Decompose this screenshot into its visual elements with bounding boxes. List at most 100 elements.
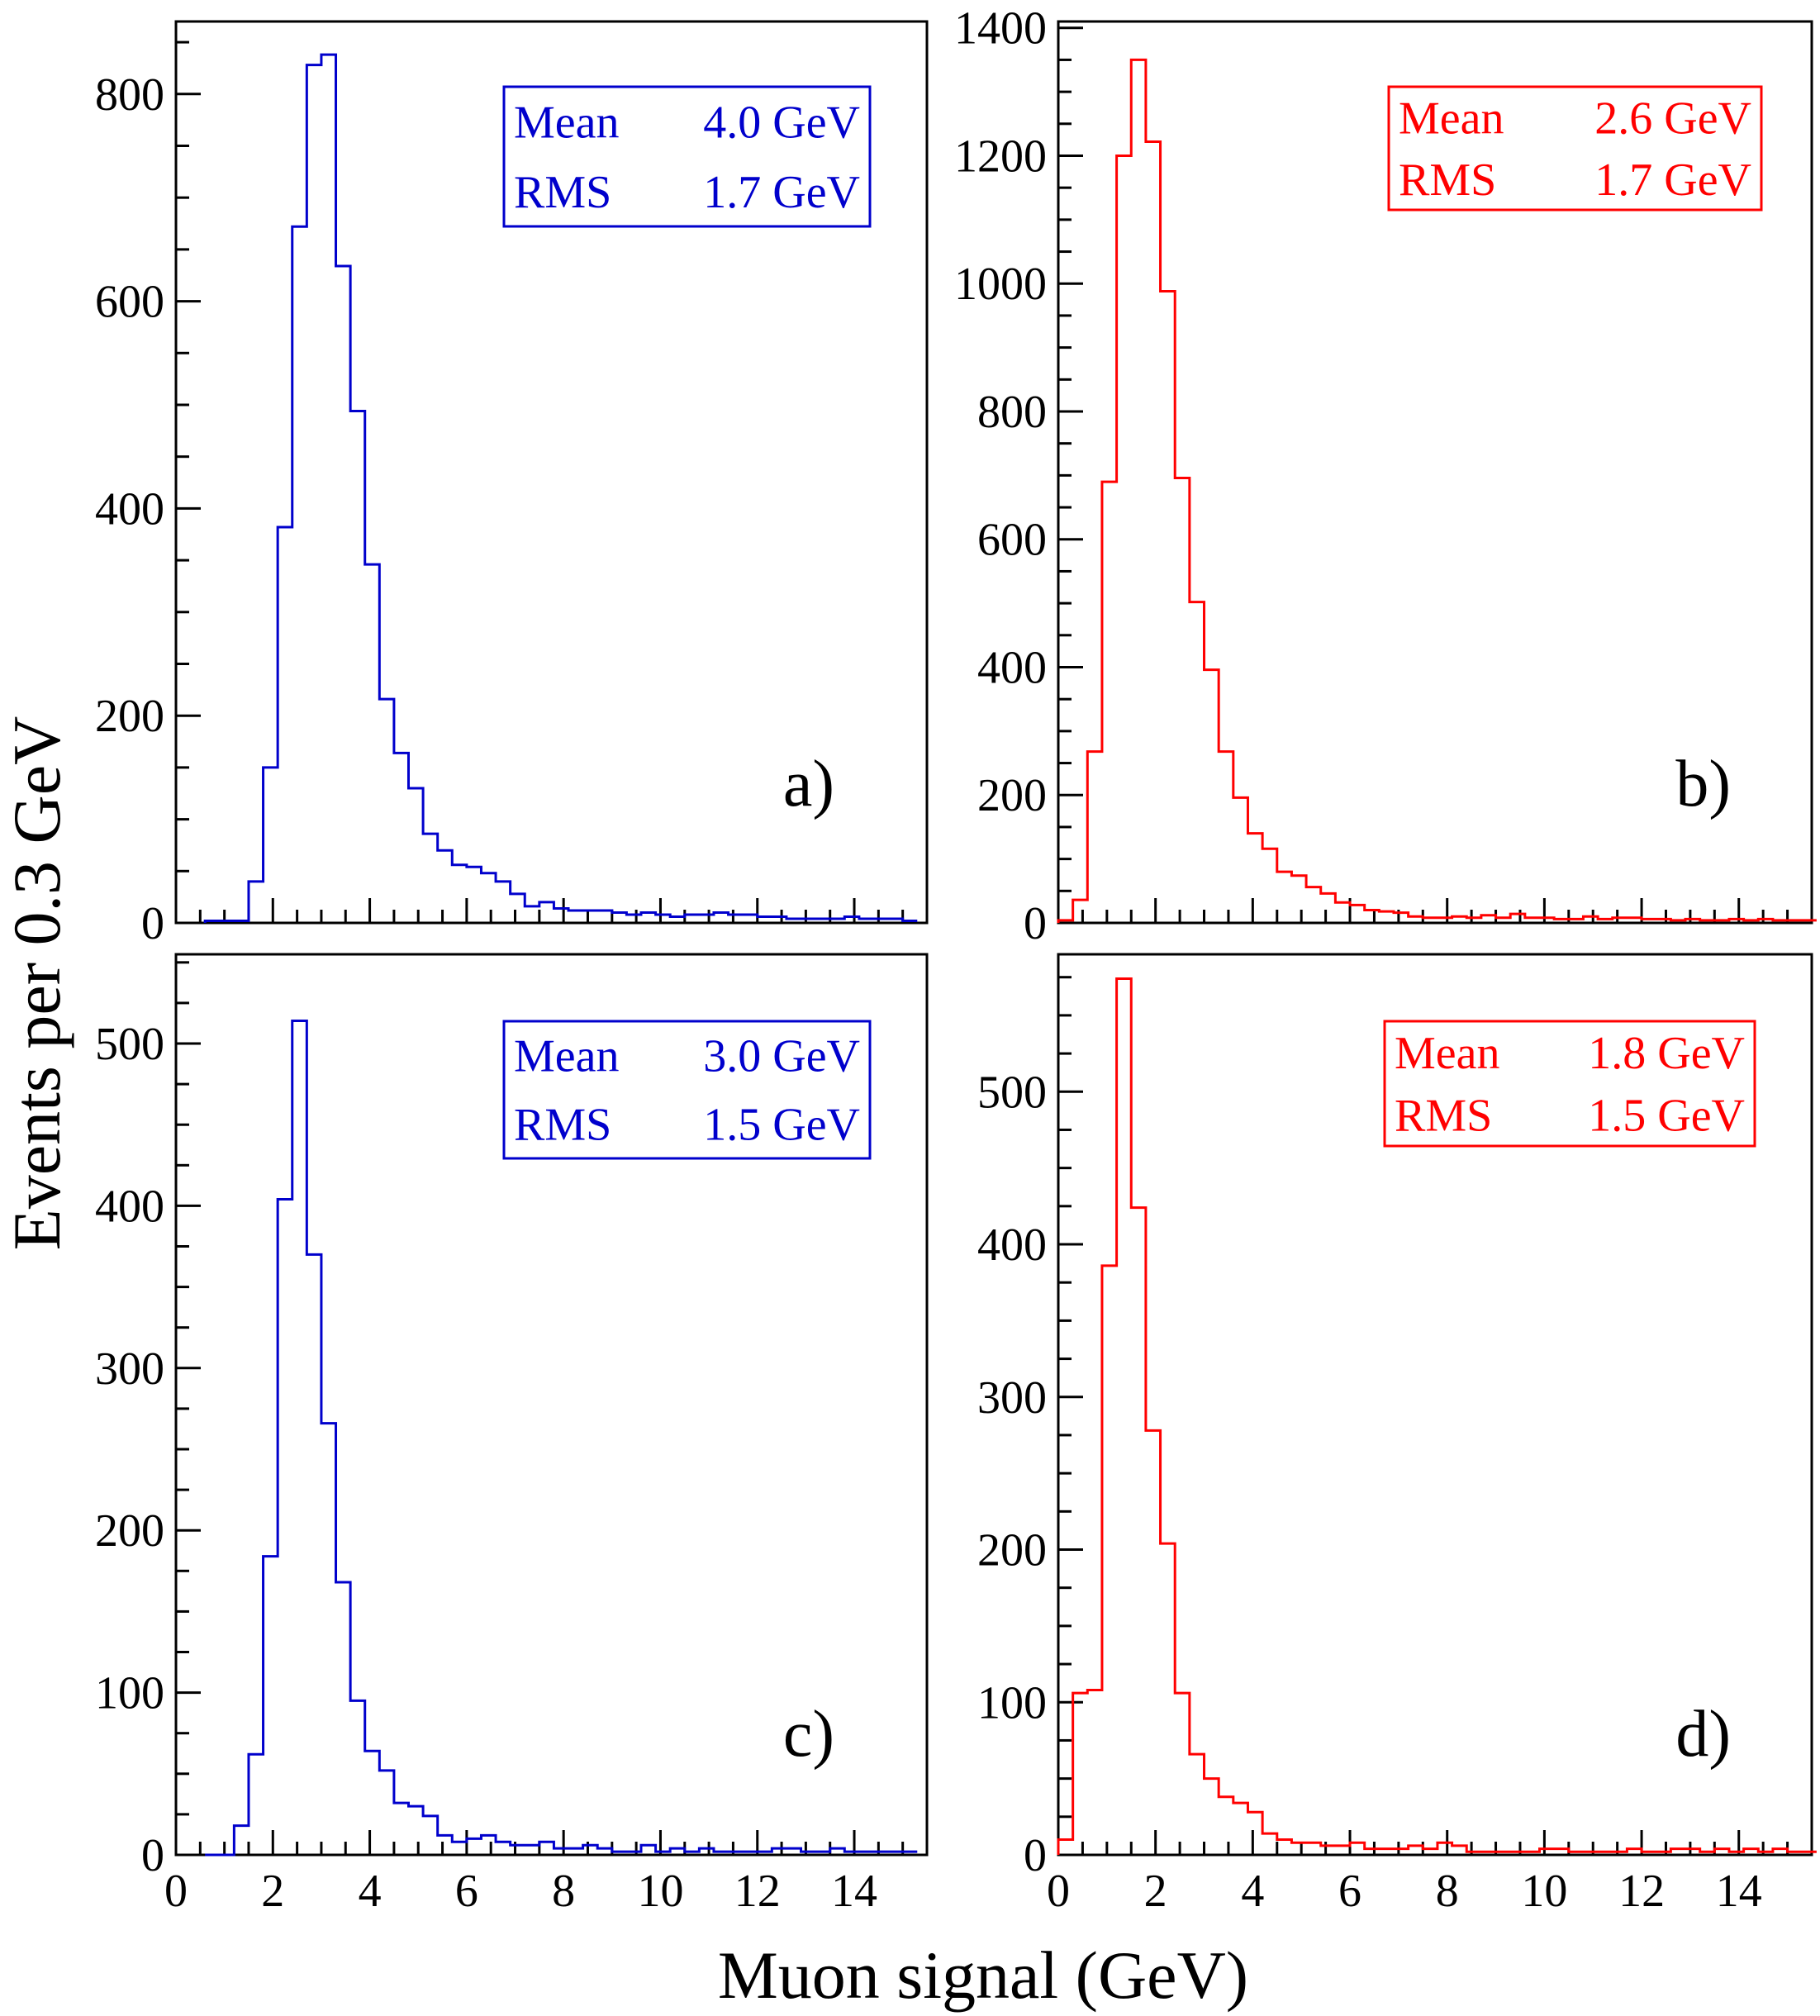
- y-tick-label: 0: [141, 1830, 164, 1881]
- histogram-bin: [844, 1852, 859, 1855]
- histogram-bin: [1321, 893, 1336, 923]
- histogram-bin: [1700, 1852, 1715, 1855]
- histogram-bin: [1627, 918, 1642, 923]
- histogram-bin: [1131, 59, 1146, 923]
- histogram-bin: [1802, 1852, 1817, 1855]
- histogram-bin: [307, 65, 321, 923]
- histogram-bin: [1481, 1852, 1496, 1855]
- rms-value: 1.7 GeV: [703, 167, 860, 218]
- histogram-bin: [452, 1842, 467, 1855]
- histogram-bin: [815, 919, 830, 923]
- histogram-bin: [743, 915, 758, 923]
- histogram-bin: [423, 1816, 438, 1855]
- histogram-bin: [743, 1852, 758, 1855]
- histogram-bin: [1642, 1852, 1656, 1855]
- histogram-bin: [321, 1424, 336, 1855]
- histogram-bin: [758, 1852, 772, 1855]
- x-tick-label: 8: [552, 1866, 575, 1917]
- histogram-bin: [1496, 918, 1511, 923]
- histogram-bin: [641, 912, 656, 923]
- histogram-bin: [205, 920, 220, 923]
- x-tick-label: 12: [734, 1866, 781, 1917]
- histogram-bin: [1729, 1852, 1744, 1855]
- histogram-bin: [714, 1852, 729, 1855]
- histogram-bin: [786, 919, 801, 923]
- histogram-bin: [1481, 915, 1496, 923]
- histogram-bin: [496, 1842, 511, 1855]
- histogram-bin: [220, 920, 235, 923]
- y-axis-title: Events per 0.3 GeV: [0, 716, 74, 1251]
- histogram-bin: [264, 768, 278, 923]
- x-tick-label: 6: [455, 1866, 478, 1917]
- histogram-bin: [859, 1852, 874, 1855]
- y-tick-label: 1000: [954, 259, 1047, 310]
- histogram-bin: [1583, 1852, 1598, 1855]
- histogram-bin: [1569, 919, 1584, 923]
- histogram-bin: [350, 1700, 365, 1855]
- histogram-bin: [612, 1852, 627, 1855]
- histogram-bin: [1262, 849, 1277, 923]
- histogram-bin: [1175, 1693, 1190, 1855]
- histogram-bin: [714, 912, 729, 923]
- rms-label: RMS: [1399, 155, 1496, 206]
- histogram-bin: [1350, 1842, 1365, 1855]
- histogram-bin: [873, 919, 888, 923]
- histogram-bin: [1205, 670, 1219, 923]
- histogram-bin: [539, 1842, 554, 1855]
- mean-value: 1.8 GeV: [1588, 1028, 1745, 1079]
- y-tick-label: 1200: [954, 131, 1047, 182]
- histogram-bin: [394, 753, 409, 923]
- histogram-bin: [379, 1771, 394, 1855]
- histogram-bin: [1365, 911, 1380, 923]
- histogram-series: [205, 1020, 918, 1857]
- histogram-bin: [1262, 1833, 1277, 1855]
- histogram-bin: [729, 915, 744, 923]
- stats-box: [502, 1020, 872, 1160]
- x-tick-label: 14: [831, 1866, 877, 1917]
- histogram-bin: [685, 915, 700, 923]
- histogram-bin: [1233, 797, 1248, 923]
- histogram-bin: [903, 1852, 918, 1855]
- histogram-bin: [1321, 1846, 1336, 1855]
- x-tick-label: 8: [1436, 1866, 1459, 1917]
- histogram-bin: [1583, 916, 1598, 923]
- panel-c: 0 100 200 300 400 500 0 2 4 6 8 10 12 14 Mean 3.0 GeV RM…: [95, 953, 929, 1917]
- histogram-bin: [1073, 1693, 1088, 1855]
- histogram-bin: [1277, 1840, 1292, 1855]
- histogram-bin: [1802, 920, 1817, 923]
- histogram-bin: [307, 1254, 321, 1855]
- x-tick-label: 10: [637, 1866, 683, 1917]
- plot-frame: [174, 20, 929, 925]
- histogram-bin: [1670, 1849, 1685, 1855]
- histogram-bin: [234, 920, 249, 923]
- histogram-bin: [626, 1852, 641, 1855]
- histogram-bin: [1117, 155, 1132, 923]
- histogram-bin: [554, 1848, 568, 1855]
- histogram-bin: [641, 1845, 656, 1855]
- histogram-bin: [844, 916, 859, 923]
- plot-frame: [174, 953, 929, 1857]
- y-tick-label: 0: [1024, 898, 1047, 949]
- histogram-bin: [365, 564, 380, 923]
- histogram-bin: [1554, 919, 1569, 923]
- histogram-bin: [1161, 1543, 1176, 1855]
- histogram-bin: [1773, 920, 1788, 923]
- histogram-bin: [1437, 918, 1452, 923]
- histogram-bin: [1642, 919, 1656, 923]
- histogram-bin: [1540, 918, 1555, 923]
- histogram-bin: [1102, 482, 1117, 923]
- histogram-bin: [234, 1826, 249, 1855]
- histogram-bin: [1700, 920, 1715, 923]
- stats-box: [502, 85, 872, 228]
- histogram-bin: [1394, 1849, 1409, 1855]
- histogram-bin: [699, 1848, 714, 1855]
- mean-value: 2.6 GeV: [1594, 93, 1751, 144]
- histogram-bin: [1744, 920, 1759, 923]
- histogram-bin: [408, 1806, 423, 1855]
- histogram-bin: [903, 920, 918, 923]
- plot-frame: [1057, 20, 1813, 925]
- histogram-bin: [1510, 1852, 1525, 1855]
- y-tick-label: 100: [95, 1668, 164, 1719]
- histogram-bin: [1598, 1852, 1613, 1855]
